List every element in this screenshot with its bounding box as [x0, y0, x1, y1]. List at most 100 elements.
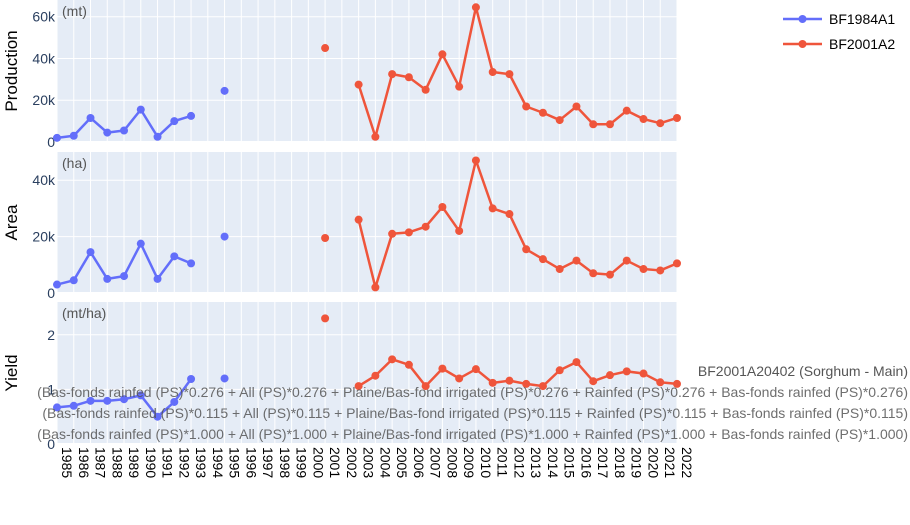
data-point[interactable] [354, 215, 363, 224]
data-point[interactable] [438, 202, 447, 211]
data-point[interactable] [421, 222, 430, 231]
y-tick-label: 0 [47, 436, 55, 452]
data-point[interactable] [404, 73, 413, 82]
data-point[interactable] [555, 366, 564, 375]
data-point[interactable] [622, 256, 631, 265]
data-point[interactable] [605, 371, 614, 380]
data-point[interactable] [371, 132, 380, 141]
data-point[interactable] [538, 382, 547, 391]
y-tick-label: 60k [32, 9, 56, 25]
data-point[interactable] [488, 68, 497, 77]
data-point[interactable] [86, 113, 95, 122]
data-point[interactable] [572, 102, 581, 111]
data-point[interactable] [321, 44, 330, 53]
data-point[interactable] [153, 132, 162, 141]
legend-item-bf1984a1[interactable]: BF1984A1 [783, 11, 895, 27]
data-point[interactable] [605, 270, 614, 279]
data-point[interactable] [656, 266, 665, 275]
data-point[interactable] [505, 70, 514, 79]
data-point[interactable] [639, 115, 648, 124]
data-point[interactable] [538, 255, 547, 264]
data-point[interactable] [103, 128, 112, 137]
data-point[interactable] [153, 412, 162, 421]
data-point[interactable] [354, 80, 363, 89]
data-point[interactable] [220, 374, 229, 383]
data-point[interactable] [455, 82, 464, 91]
data-point[interactable] [488, 204, 497, 213]
data-point[interactable] [136, 239, 145, 248]
data-point[interactable] [103, 274, 112, 283]
data-point[interactable] [605, 120, 614, 129]
data-point[interactable] [53, 280, 61, 289]
data-point[interactable] [673, 379, 681, 388]
data-point[interactable] [53, 403, 61, 412]
data-point[interactable] [220, 232, 229, 241]
data-point[interactable] [321, 234, 330, 243]
data-point[interactable] [170, 397, 179, 406]
data-point[interactable] [656, 119, 665, 128]
data-point[interactable] [622, 367, 631, 376]
data-point[interactable] [589, 120, 598, 129]
data-point[interactable] [673, 259, 681, 268]
data-point[interactable] [522, 245, 531, 254]
data-point[interactable] [86, 248, 95, 257]
data-point[interactable] [421, 85, 430, 94]
data-point[interactable] [388, 70, 397, 79]
x-tick-label: 2009 [461, 447, 477, 478]
data-point[interactable] [103, 396, 112, 405]
data-point[interactable] [589, 377, 598, 386]
data-point[interactable] [321, 314, 330, 323]
data-point[interactable] [388, 355, 397, 364]
data-point[interactable] [354, 382, 363, 391]
data-point[interactable] [170, 252, 179, 261]
data-point[interactable] [455, 226, 464, 235]
data-point[interactable] [120, 272, 129, 281]
data-point[interactable] [69, 276, 78, 285]
legend-item-bf2001a2[interactable]: BF2001A2 [783, 36, 895, 52]
data-point[interactable] [371, 371, 380, 380]
data-point[interactable] [505, 376, 514, 385]
data-point[interactable] [69, 401, 78, 410]
data-point[interactable] [622, 106, 631, 115]
data-point[interactable] [572, 256, 581, 265]
data-point[interactable] [136, 105, 145, 114]
annotation-line: (Bas-fonds rainfed (PS)*0.115 + All (PS)… [42, 405, 908, 421]
data-point[interactable] [69, 131, 78, 140]
data-point[interactable] [86, 396, 95, 405]
data-point[interactable] [187, 375, 196, 384]
data-point[interactable] [471, 156, 480, 165]
data-point[interactable] [488, 378, 497, 387]
data-point[interactable] [589, 269, 598, 278]
data-point[interactable] [555, 265, 564, 274]
data-point[interactable] [639, 265, 648, 274]
data-point[interactable] [505, 210, 514, 219]
data-point[interactable] [455, 374, 464, 383]
data-point[interactable] [656, 378, 665, 387]
data-point[interactable] [639, 369, 648, 378]
data-point[interactable] [120, 395, 129, 404]
data-point[interactable] [136, 391, 145, 400]
data-point[interactable] [404, 360, 413, 369]
data-point[interactable] [187, 259, 196, 268]
data-point[interactable] [572, 358, 581, 367]
data-point[interactable] [438, 364, 447, 373]
data-point[interactable] [471, 3, 480, 12]
data-point[interactable] [153, 274, 162, 283]
data-point[interactable] [170, 117, 179, 126]
data-point[interactable] [522, 102, 531, 111]
data-point[interactable] [438, 50, 447, 59]
data-point[interactable] [522, 379, 531, 388]
data-point[interactable] [371, 283, 380, 292]
data-point[interactable] [555, 116, 564, 125]
data-point[interactable] [538, 108, 547, 117]
data-point[interactable] [187, 111, 196, 120]
data-point[interactable] [471, 365, 480, 374]
data-point[interactable] [388, 229, 397, 238]
data-point[interactable] [120, 126, 129, 135]
data-point[interactable] [421, 382, 430, 391]
data-point[interactable] [673, 113, 681, 122]
data-point[interactable] [220, 86, 229, 95]
data-point[interactable] [404, 228, 413, 237]
data-point[interactable] [53, 133, 61, 142]
